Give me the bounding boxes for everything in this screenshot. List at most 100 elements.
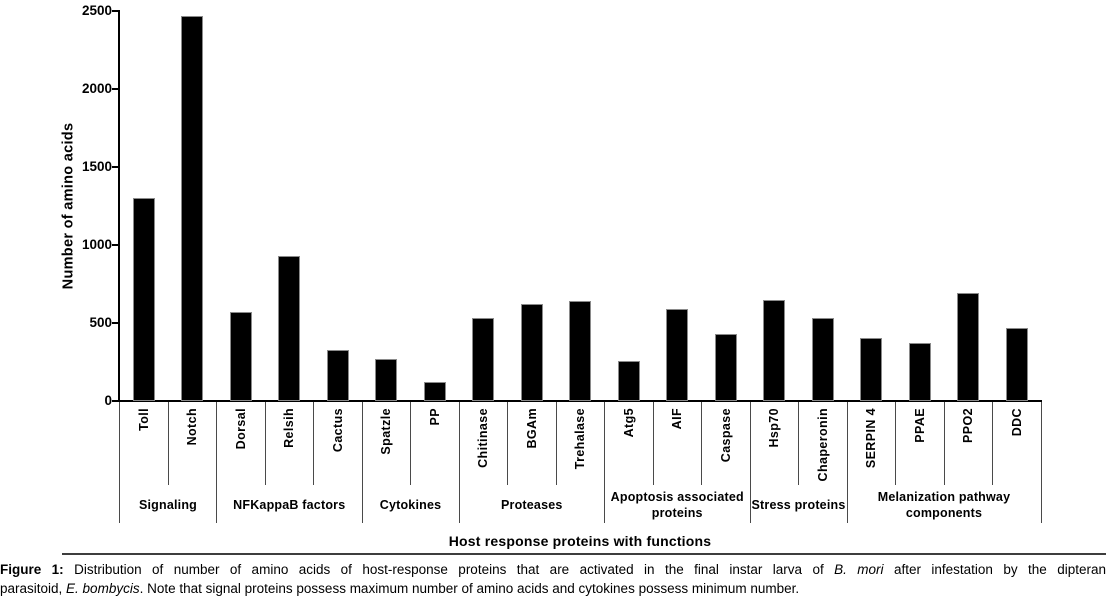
y-tick-mark — [112, 88, 118, 90]
bar-hsp70 — [763, 299, 786, 401]
x-tick-label-notch: Notch — [185, 408, 200, 446]
bar-ppo2 — [957, 293, 980, 401]
x-tick-cell-bgam: BGAm — [508, 403, 557, 487]
x-tick-label-trehalase: Trehalase — [573, 408, 588, 470]
group-label-apoptosis-associated-proteins: Apoptosis associated proteins — [610, 489, 744, 520]
x-tick-label-dorsal: Dorsal — [233, 408, 248, 450]
group-label-cytokines: Cytokines — [379, 497, 442, 512]
y-tick-label-0: 0 — [104, 393, 112, 408]
category-separator — [798, 402, 799, 485]
group-label-melanization-pathway-components: Melanization pathway components — [877, 489, 1011, 520]
bar-aif — [666, 308, 689, 401]
y-tick-mark — [112, 322, 118, 324]
bar-pp — [423, 381, 446, 401]
x-tick-label-ddc: DDC — [1009, 408, 1024, 437]
caption-text: . Note that signal proteins possess maxi… — [139, 581, 800, 596]
group-separator — [216, 402, 217, 523]
x-tick-cell-atg5: Atg5 — [605, 403, 654, 487]
category-separator — [264, 402, 266, 485]
category-separator — [701, 402, 702, 485]
category-separator — [167, 402, 169, 485]
x-tick-cell-ppo2: PPO2 — [944, 403, 993, 487]
x-tick-cell-trehalase: Trehalase — [556, 403, 605, 487]
group-separator — [458, 402, 460, 523]
category-separator — [895, 402, 896, 485]
figure-caption: Figure 1: Distribution of number of amin… — [0, 560, 1106, 598]
bar-cactus — [326, 350, 349, 401]
category-separator — [410, 402, 411, 485]
group-label-stress-proteins: Stress proteins — [751, 497, 846, 512]
caption-text: Distribution of number of amino acids of… — [63, 562, 835, 577]
bar-serpin-4 — [860, 337, 883, 401]
caption-species-name: B. mori — [834, 562, 884, 577]
x-tick-label-relsih: Relsih — [282, 408, 297, 448]
y-axis-line — [118, 10, 120, 402]
x-tick-cell-toll: Toll — [120, 403, 169, 487]
x-tick-label-cactus: Cactus — [330, 408, 345, 453]
bar-chitinase — [472, 317, 495, 401]
bar-dorsal — [229, 312, 252, 401]
y-tick-label-500: 500 — [89, 315, 112, 330]
caption-figure-label: Figure 1: — [0, 562, 64, 577]
x-tick-label-chaperonin: Chaperonin — [815, 408, 830, 482]
x-tick-cell-aif: AIF — [653, 403, 702, 487]
caption-text: parasitoid, — [0, 581, 67, 596]
x-tick-label-bgam: BGAm — [524, 408, 539, 449]
caption-text: after infestation by the dipteran — [883, 562, 1106, 577]
x-tick-cell-chitinase: Chitinase — [459, 403, 508, 487]
bar-notch — [181, 15, 204, 401]
x-tick-cell-caspase: Caspase — [702, 403, 751, 487]
y-axis-title: Number of amino acids — [60, 122, 77, 290]
group-separator — [846, 402, 848, 523]
x-tick-cell-notch: Notch — [168, 403, 217, 487]
x-tick-label-pp: PP — [427, 408, 442, 426]
x-tick-cell-relsih: Relsih — [265, 403, 314, 487]
y-tick-label-1000: 1000 — [81, 237, 112, 252]
x-tick-cell-ppae: PPAE — [896, 403, 945, 487]
x-tick-cell-pp: PP — [411, 403, 460, 487]
x-tick-cell-hsp70: Hsp70 — [750, 403, 799, 487]
group-label-proteases: Proteases — [500, 497, 563, 512]
x-axis-line — [118, 400, 1042, 402]
bar-caspase — [714, 333, 737, 401]
bar-relsih — [278, 255, 301, 401]
x-tick-cell-chaperonin: Chaperonin — [799, 403, 848, 487]
y-tick-mark — [112, 10, 118, 12]
figure-divider — [62, 553, 1106, 555]
bar-spatzle — [375, 358, 398, 401]
group-separator — [749, 402, 751, 523]
x-tick-label-ppae: PPAE — [912, 408, 927, 443]
group-separator — [361, 402, 363, 523]
x-tick-label-hsp70: Hsp70 — [767, 408, 782, 448]
x-tick-cell-spatzle: Spatzle — [362, 403, 411, 487]
category-separator — [555, 402, 557, 485]
caption-species-name: E. bombycis — [66, 581, 140, 596]
group-separator — [119, 402, 120, 523]
category-separator — [507, 402, 508, 485]
x-tick-label-caspase: Caspase — [718, 408, 733, 463]
bar-ddc — [1005, 328, 1028, 401]
category-separator — [943, 402, 945, 485]
category-separator — [652, 402, 654, 485]
group-separator — [604, 402, 605, 523]
y-tick-label-1500: 1500 — [81, 159, 112, 174]
x-tick-label-spatzle: Spatzle — [379, 408, 394, 455]
bar-chaperonin — [811, 318, 834, 401]
y-tick-mark — [112, 244, 118, 246]
bar-bgam — [520, 303, 543, 401]
x-axis-title: Host response proteins with functions — [448, 533, 712, 549]
amino-acid-bar-chart: 0 500 1000 1500 2000 2500 Toll Notch Dorsal Relsi… — [81, 3, 1042, 523]
x-tick-label-ppo2: PPO2 — [961, 408, 976, 443]
x-tick-label-chitinase: Chitinase — [476, 408, 491, 468]
x-tick-cell-ddc: DDC — [993, 403, 1042, 487]
bar-atg5 — [617, 361, 640, 401]
x-tick-label-atg5: Atg5 — [621, 408, 636, 438]
x-tick-cell-serpin-4: SERPIN 4 — [847, 403, 896, 487]
x-tick-label-aif: AIF — [670, 408, 685, 430]
group-separator — [1040, 402, 1042, 523]
caption-line-1: Figure 1: Distribution of number of amin… — [0, 560, 1106, 579]
x-tick-cell-dorsal: Dorsal — [217, 403, 266, 487]
x-tick-cell-cactus: Cactus — [314, 403, 363, 487]
bar-trehalase — [569, 301, 592, 401]
